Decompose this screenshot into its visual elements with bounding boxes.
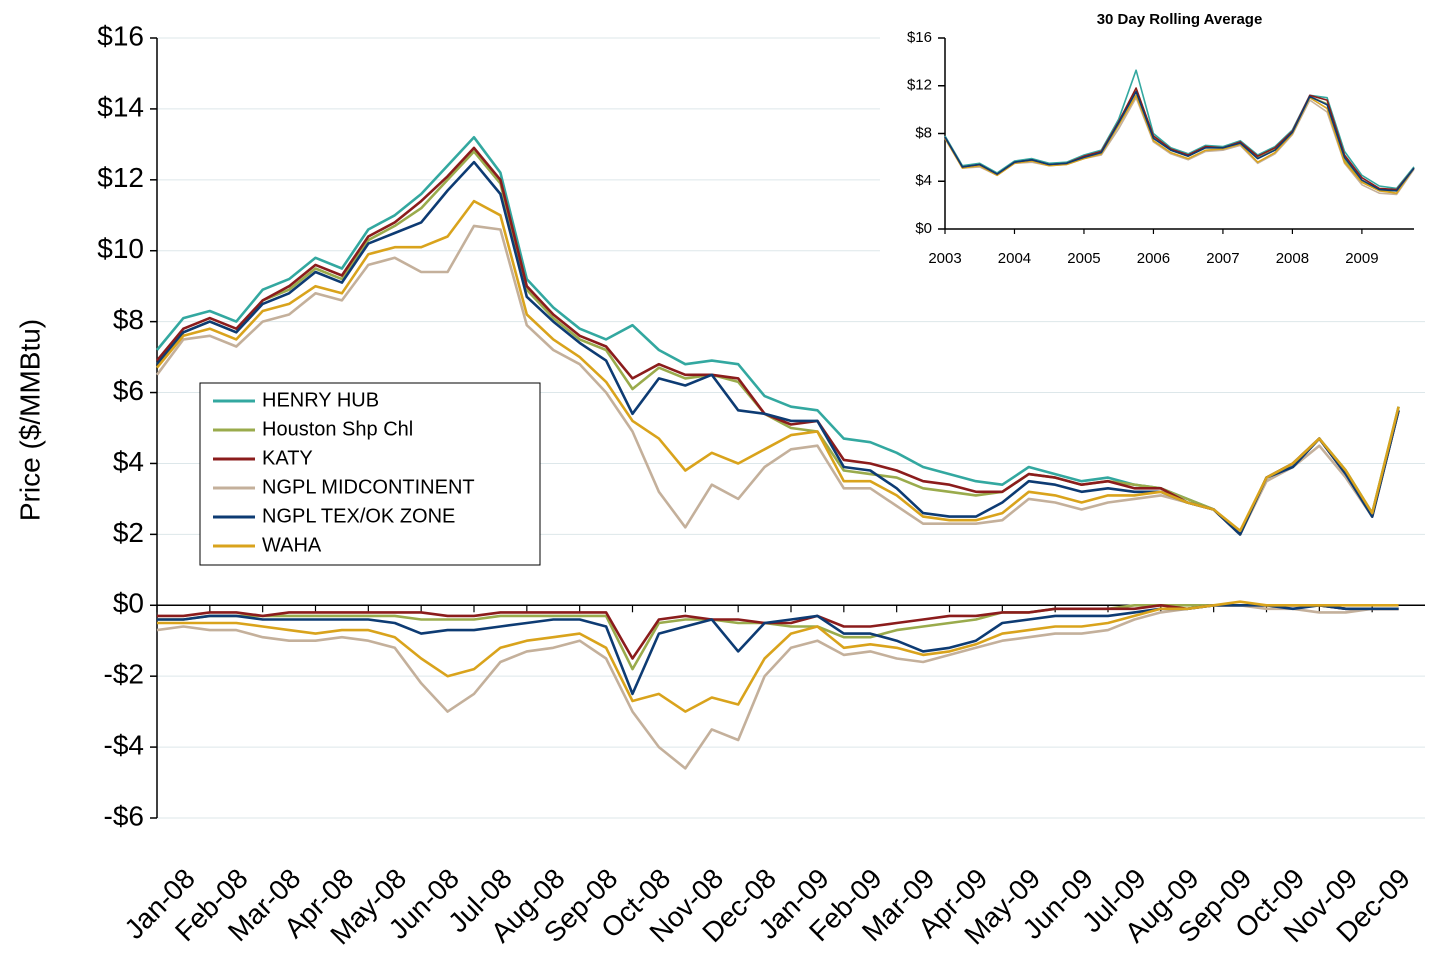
- price-line: [944, 90, 1415, 192]
- y-tick-label: $4: [915, 172, 932, 189]
- y-tick-label: $14: [97, 91, 144, 122]
- y-tick-label: $8: [113, 304, 144, 335]
- y-tick-label: $4: [113, 446, 144, 477]
- y-tick-label: $0: [915, 220, 932, 237]
- y-tick-label: $6: [113, 375, 144, 406]
- y-tick-label: -$4: [104, 729, 144, 760]
- y-tick-label: $0: [113, 588, 144, 619]
- legend-label: NGPL MIDCONTINENT: [262, 476, 475, 498]
- y-tick-label: $12: [907, 77, 932, 94]
- inset-background: [880, 0, 1441, 275]
- y-tick-label: -$6: [104, 800, 144, 831]
- legend-box: [199, 382, 541, 566]
- price-line: [944, 94, 1415, 194]
- x-tick-label: 2005: [1067, 250, 1100, 267]
- y-tick-label: -$2: [104, 659, 144, 690]
- y-tick-label: $16: [907, 29, 932, 46]
- x-tick-label: 2007: [1206, 250, 1239, 267]
- legend-label: HENRY HUB: [262, 389, 379, 411]
- basis-line: [157, 600, 1399, 713]
- legend-label: KATY: [262, 447, 313, 469]
- legend-label: WAHA: [262, 534, 322, 556]
- basis-line: [157, 604, 1399, 696]
- legend-label: NGPL TEX/OK ZONE: [262, 505, 455, 527]
- legend-label: Houston Shp Chl: [262, 418, 413, 440]
- x-tick-label: 2003: [928, 250, 961, 267]
- y-tick-label: $8: [915, 124, 932, 141]
- x-tick-label: 2004: [998, 250, 1031, 267]
- x-tick-label: 2008: [1276, 250, 1309, 267]
- y-tick-label: $10: [97, 233, 144, 264]
- y-axis-title: Price ($/MMBtu): [14, 319, 45, 521]
- inset-title: 30 Day Rolling Average: [1097, 11, 1263, 28]
- price-line: [155, 199, 1400, 533]
- basis-line: [157, 604, 1399, 660]
- y-tick-label: $12: [97, 162, 144, 193]
- price-line: [944, 69, 1415, 190]
- x-tick-label: 2006: [1137, 250, 1170, 267]
- y-tick-label: $16: [97, 20, 144, 51]
- y-tick-label: $2: [113, 517, 144, 548]
- price-line: [155, 150, 1400, 536]
- x-tick-label: 2009: [1345, 250, 1378, 267]
- basis-line: [157, 604, 1399, 671]
